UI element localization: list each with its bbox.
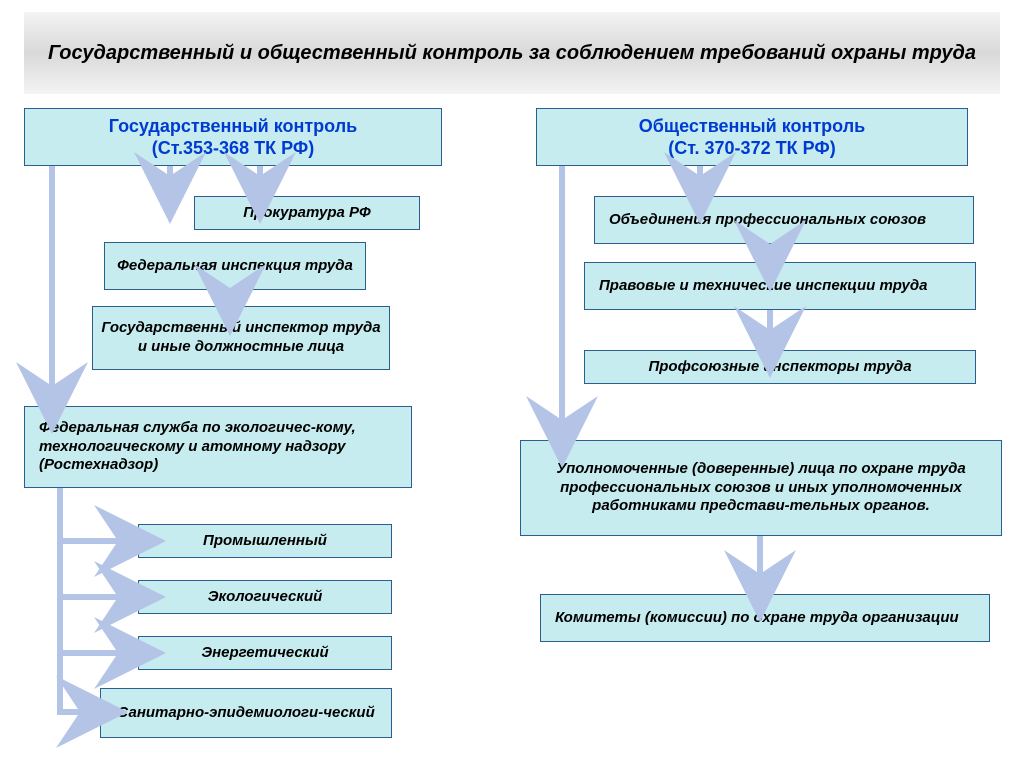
arrows-svg [0,0,1024,767]
